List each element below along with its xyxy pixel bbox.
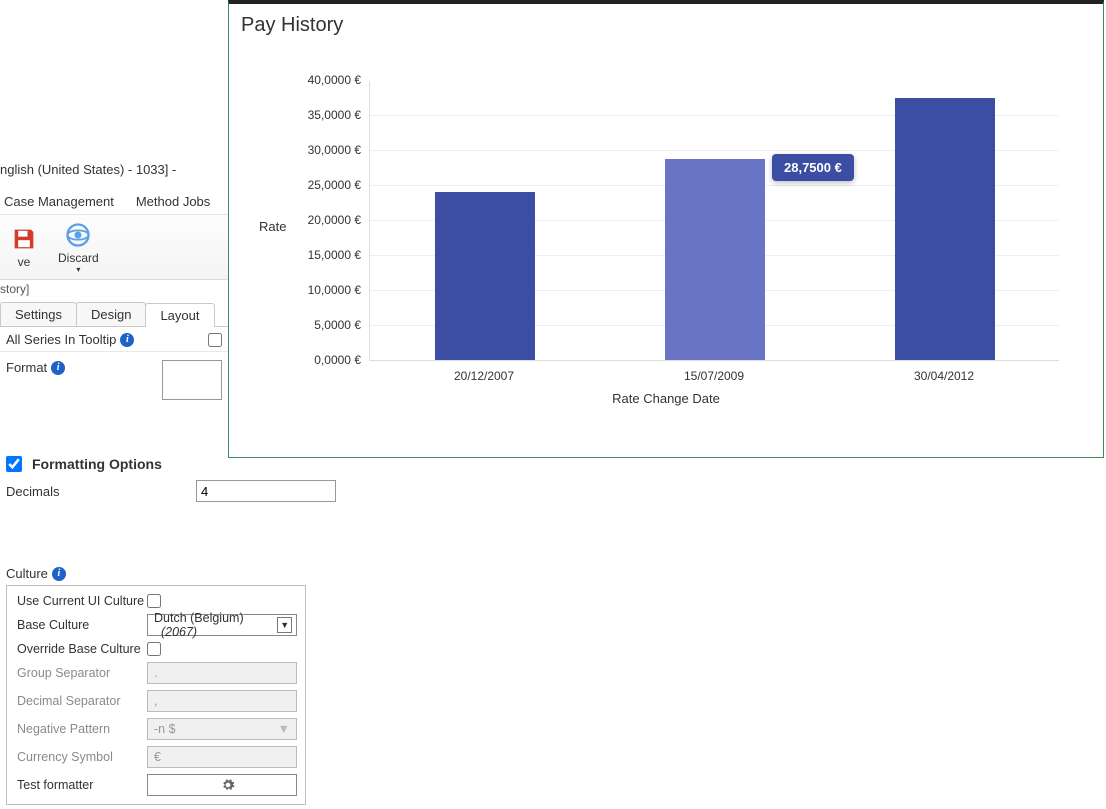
- tab-layout[interactable]: Layout: [145, 303, 214, 327]
- info-icon[interactable]: i: [120, 333, 134, 347]
- locale-text: nglish (United States) - 1033] -: [0, 160, 176, 182]
- save-icon: [10, 225, 38, 253]
- tab-settings[interactable]: Settings: [0, 302, 77, 326]
- x-axis-label: Rate Change Date: [229, 391, 1103, 406]
- culture-box: Use Current UI Culture Base Culture Dutc…: [6, 585, 306, 805]
- menu-method-jobs[interactable]: Method Jobs: [136, 194, 210, 209]
- chart-tooltip: 28,7500 €: [772, 154, 854, 181]
- format-input[interactable]: [162, 360, 222, 400]
- currency-symbol-label: Currency Symbol: [17, 750, 147, 764]
- y-axis-label: Rate: [259, 219, 286, 234]
- x-tick: 15/07/2009: [654, 369, 774, 383]
- x-tick: 30/04/2012: [884, 369, 1004, 383]
- test-formatter-label: Test formatter: [17, 778, 147, 792]
- base-culture-code: (2067): [161, 625, 197, 639]
- formatting-options-checkbox[interactable]: [6, 456, 22, 472]
- base-culture-select[interactable]: Dutch (Belgium) (2067) ▼: [147, 614, 297, 636]
- breadcrumb: story]: [0, 280, 29, 298]
- info-icon[interactable]: i: [52, 567, 66, 581]
- gear-icon[interactable]: [221, 778, 235, 792]
- group-separator-field: .: [147, 662, 297, 684]
- decimals-input[interactable]: [196, 480, 336, 502]
- use-current-culture-checkbox[interactable]: [147, 594, 161, 608]
- format-label: Format: [6, 360, 47, 375]
- y-tick: 35,0000 €: [291, 108, 361, 122]
- chart-bar[interactable]: [895, 98, 995, 361]
- y-tick: 25,0000 €: [291, 178, 361, 192]
- chart-plot: [369, 81, 1059, 361]
- tab-design[interactable]: Design: [76, 302, 146, 326]
- y-tick: 0,0000 €: [291, 353, 361, 367]
- y-tick: 20,0000 €: [291, 213, 361, 227]
- base-culture-name: Dutch (Belgium): [154, 611, 244, 625]
- group-separator-label: Group Separator: [17, 666, 147, 680]
- x-tick: 20/12/2007: [424, 369, 544, 383]
- currency-symbol-field: €: [147, 746, 297, 768]
- y-tick: 30,0000 €: [291, 143, 361, 157]
- y-tick: 40,0000 €: [291, 73, 361, 87]
- chart-title: Pay History: [229, 4, 1103, 41]
- y-tick: 5,0000 €: [291, 318, 361, 332]
- y-tick: 15,0000 €: [291, 248, 361, 262]
- decimal-separator-label: Decimal Separator: [17, 694, 147, 708]
- save-label: ve: [18, 255, 31, 269]
- y-tick: 10,0000 €: [291, 283, 361, 297]
- chart-bar[interactable]: [665, 159, 765, 360]
- chart-panel: Pay History Rate Rate Change Date 0,0000…: [228, 0, 1104, 458]
- tabstrip: Settings Design Layout: [0, 302, 228, 327]
- chevron-down-icon: ▼: [278, 722, 290, 736]
- base-culture-label: Base Culture: [17, 618, 147, 632]
- discard-label: Discard: [58, 251, 99, 265]
- all-series-label: All Series In Tooltip: [6, 332, 116, 347]
- formatting-options-title: Formatting Options: [32, 456, 162, 472]
- negative-pattern-label: Negative Pattern: [17, 722, 147, 736]
- negative-pattern-value: -n $: [154, 722, 176, 736]
- chart-bar[interactable]: [435, 192, 535, 360]
- culture-label: Culture: [6, 566, 48, 581]
- chevron-down-icon: ▼: [277, 617, 292, 633]
- menu-case-management[interactable]: Case Management: [4, 194, 114, 209]
- discard-button[interactable]: Discard ▾: [48, 217, 109, 278]
- ribbon: ve Discard ▾: [0, 214, 228, 280]
- info-icon[interactable]: i: [51, 361, 65, 375]
- all-series-checkbox[interactable]: [208, 333, 222, 347]
- dropdown-caret-icon: ▾: [76, 265, 80, 274]
- use-current-culture-label: Use Current UI Culture: [17, 594, 147, 608]
- override-base-culture-label: Override Base Culture: [17, 642, 147, 656]
- save-button[interactable]: ve: [0, 221, 48, 273]
- override-base-culture-checkbox[interactable]: [147, 642, 161, 656]
- discard-icon: [64, 221, 92, 249]
- decimal-separator-field: ,: [147, 690, 297, 712]
- decimals-label: Decimals: [6, 484, 196, 499]
- negative-pattern-select: -n $ ▼: [147, 718, 297, 740]
